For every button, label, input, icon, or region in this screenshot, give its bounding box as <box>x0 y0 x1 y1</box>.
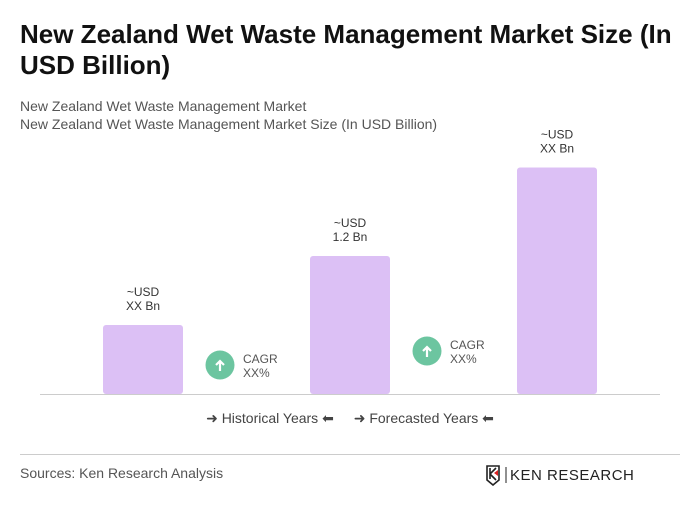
cagr-label: CAGR <box>450 338 485 352</box>
arrow-up-icon <box>215 359 225 371</box>
bar <box>310 256 390 394</box>
cagr-value: XX% <box>243 366 270 380</box>
data-label: 1.2 Bn <box>333 230 368 244</box>
data-label: XX Bn <box>126 299 160 313</box>
chart-subtitle: New Zealand Wet Waste Management Market <box>20 98 307 114</box>
legend-historical: ➜ Historical Years ⬅ <box>206 410 334 426</box>
legend: ➜ Historical Years ⬅ ➜ Forecasted Years … <box>0 410 700 427</box>
arrow-up-icon <box>422 345 432 357</box>
data-label: ~USD <box>541 127 574 141</box>
ken-research-logo: KEN RESEARCH <box>486 465 634 486</box>
cagr-label: CAGR <box>243 352 278 366</box>
chart-subtitle-2: New Zealand Wet Waste Management Market … <box>20 116 438 132</box>
chart-title: New Zealand Wet Waste Management Market … <box>20 19 672 80</box>
data-label: ~USD <box>127 285 160 299</box>
cagr-value: XX% <box>450 352 477 366</box>
data-label: ~USD <box>334 216 367 230</box>
bar <box>103 325 183 394</box>
source-note: Sources: Ken Research Analysis <box>20 465 224 481</box>
bar <box>517 167 597 394</box>
legend-forecasted: ➜ Forecasted Years ⬅ <box>353 410 494 426</box>
svg-text:KEN RESEARCH: KEN RESEARCH <box>510 467 634 484</box>
divider <box>20 454 680 455</box>
data-label: XX Bn <box>540 141 574 155</box>
